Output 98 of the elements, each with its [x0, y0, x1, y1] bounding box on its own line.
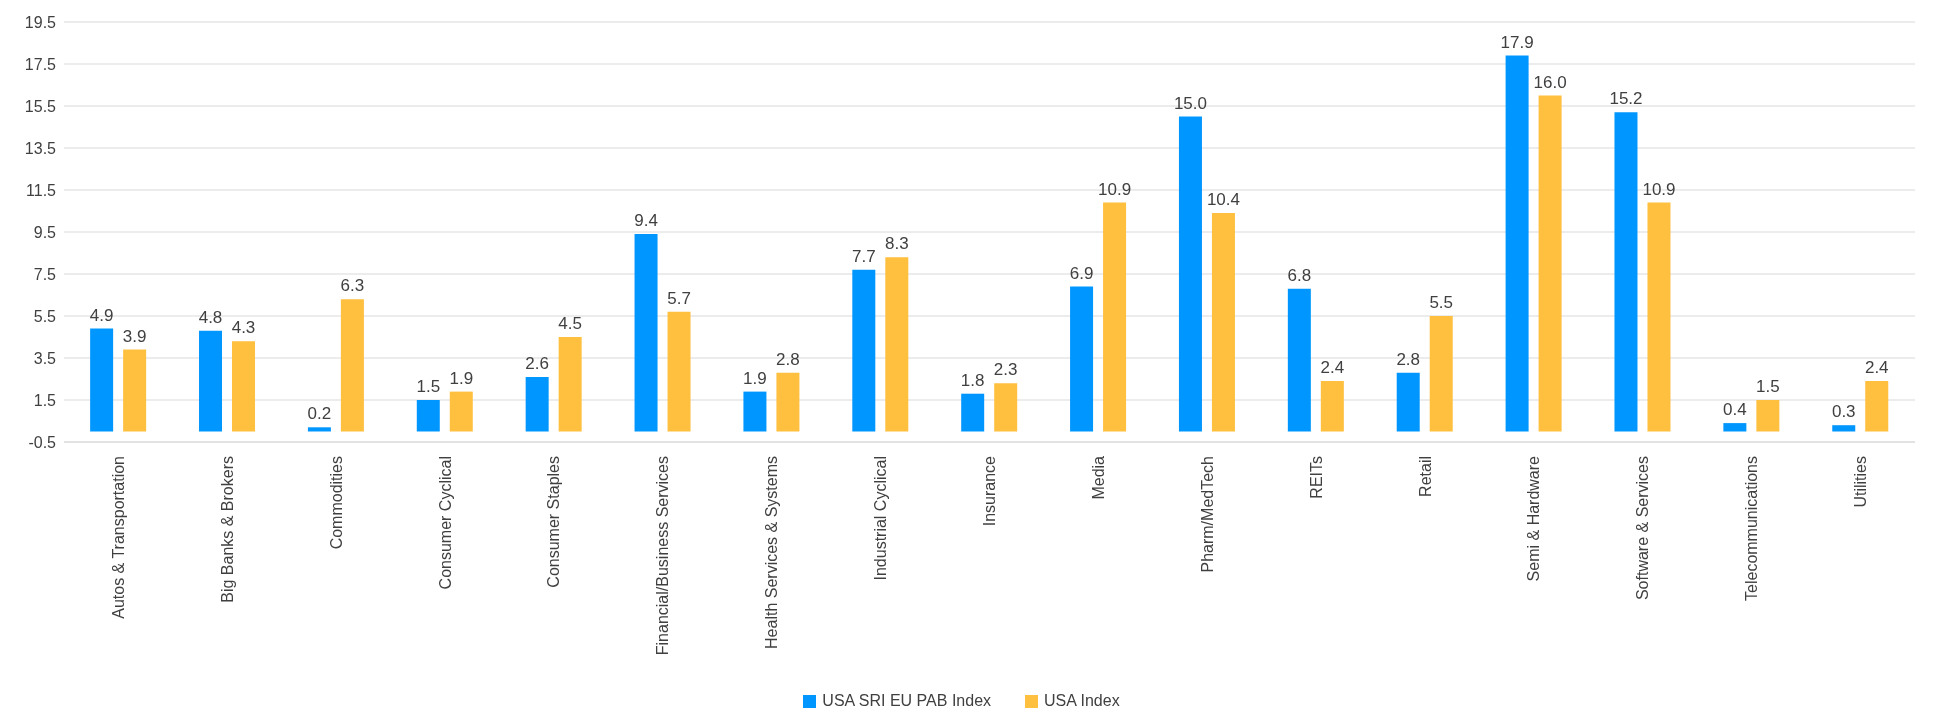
bar — [776, 372, 800, 432]
data-label: 10.4 — [1206, 190, 1240, 210]
bar — [1756, 400, 1780, 432]
data-label: 1.8 — [960, 370, 985, 390]
bar — [449, 391, 473, 432]
data-label: 6.8 — [1287, 265, 1312, 285]
bar — [1505, 55, 1529, 432]
data-label: 16.0 — [1533, 72, 1567, 92]
data-label: 1.9 — [449, 368, 474, 388]
bar — [1614, 112, 1638, 432]
x-tick-label: Retail — [1416, 456, 1434, 497]
bar — [1647, 202, 1671, 432]
bar — [307, 427, 331, 432]
data-label: 17.9 — [1500, 32, 1534, 52]
data-label: 1.9 — [743, 368, 767, 388]
data-label: 5.5 — [1429, 293, 1454, 312]
bar — [634, 234, 658, 432]
data-label: 2.4 — [1864, 358, 1889, 378]
legend-label: USA SRI EU PAB Index — [821, 692, 992, 710]
x-tick-label: Software & Services — [1634, 456, 1652, 601]
x-tick-label: Pharm/MedTech — [1198, 456, 1216, 573]
bar — [1832, 425, 1856, 432]
data-label: 10.9 — [1098, 179, 1132, 199]
data-label: 2.4 — [1320, 358, 1345, 378]
x-tick-label: Financial/Business Services — [654, 456, 672, 656]
bar — [994, 383, 1018, 432]
x-tick-label: Consumer Staples — [545, 456, 563, 588]
data-label: 6.9 — [1069, 263, 1094, 283]
x-tick-label: Media — [1089, 455, 1107, 500]
y-tick-label: 1.5 — [33, 391, 57, 409]
x-tick-label: REITs — [1307, 456, 1325, 499]
data-label: 0.4 — [1723, 400, 1747, 420]
bar — [340, 299, 364, 432]
x-tick-label: Commodities — [327, 456, 345, 550]
y-tick-label: 11.5 — [26, 181, 57, 199]
bar — [1320, 381, 1344, 432]
x-tick-label: Consumer Cyclical — [436, 456, 454, 590]
x-tick-label: Telecommunications — [1743, 456, 1761, 601]
x-tick-label: Semi & Hardware — [1525, 455, 1543, 582]
data-label: 0.2 — [307, 404, 332, 424]
data-label: 15.2 — [1609, 89, 1643, 109]
x-tick-label: Utilities — [1852, 456, 1870, 508]
data-label: 4.9 — [89, 305, 114, 325]
y-tick-label: 9.5 — [33, 223, 57, 241]
data-label: 2.3 — [993, 360, 1018, 380]
bar — [525, 376, 549, 432]
bar — [1396, 372, 1420, 432]
bar — [558, 337, 582, 432]
bar — [961, 393, 985, 432]
bar — [416, 400, 440, 432]
x-tick-label: Autos & Transportation — [109, 456, 127, 619]
y-tick-label: 17.5 — [24, 55, 57, 73]
bar — [90, 328, 114, 432]
y-tick-label: 15.5 — [24, 97, 57, 115]
x-tick-label: Health Services & Systems — [763, 456, 781, 649]
bar — [1211, 213, 1235, 432]
bar — [1865, 381, 1889, 432]
data-label: 5.7 — [667, 288, 691, 308]
data-label: 7.7 — [851, 246, 876, 266]
data-label: 6.3 — [340, 276, 365, 296]
data-label: 2.8 — [1396, 349, 1421, 369]
legend-label: USA Index — [1043, 692, 1120, 710]
data-label: 2.6 — [525, 353, 549, 373]
bar — [1070, 286, 1094, 432]
data-label: 4.8 — [198, 307, 223, 327]
data-label: 9.4 — [634, 211, 658, 231]
y-tick-label: 7.5 — [33, 265, 57, 283]
x-tick-label: Insurance — [981, 455, 998, 527]
bar — [667, 311, 691, 432]
bar — [123, 349, 147, 432]
bar — [885, 257, 909, 432]
y-tick-label: 3.5 — [33, 349, 57, 367]
data-label: 8.3 — [884, 234, 909, 254]
bar — [1723, 423, 1747, 432]
y-tick-label: 5.5 — [33, 307, 57, 325]
bar — [232, 341, 256, 432]
data-label: 3.9 — [122, 326, 147, 346]
bar — [1178, 116, 1202, 432]
y-tick-label: -0.5 — [28, 433, 57, 451]
data-label: 1.5 — [1756, 377, 1780, 396]
bar — [1287, 288, 1311, 432]
bar — [743, 391, 767, 432]
bar — [1538, 95, 1562, 432]
data-label: 0.3 — [1831, 402, 1856, 422]
bar — [1103, 202, 1127, 432]
x-tick-label: Big Banks & Brokers — [218, 456, 236, 603]
data-label: 1.5 — [416, 377, 441, 396]
bar — [1429, 316, 1453, 432]
data-label: 2.8 — [776, 349, 800, 369]
bar — [852, 269, 876, 432]
data-label: 15.0 — [1173, 93, 1207, 113]
data-label: 4.5 — [558, 314, 582, 333]
y-tick-label: 13.5 — [24, 139, 57, 157]
y-tick-label: 19.5 — [24, 13, 57, 31]
x-tick-label: Industrial Cyclical — [872, 456, 890, 581]
data-label: 4.3 — [231, 318, 256, 338]
bar — [199, 330, 223, 432]
data-label: 10.9 — [1642, 179, 1676, 199]
